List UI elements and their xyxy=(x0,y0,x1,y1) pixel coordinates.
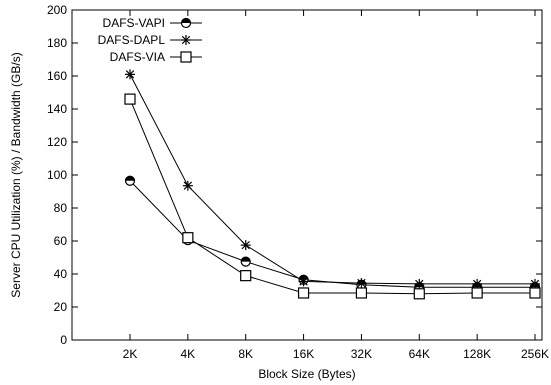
series-dafs-via xyxy=(124,93,541,300)
square-marker xyxy=(413,288,425,300)
y-axis-label: Server CPU Utilization (%) / Bandwidth (… xyxy=(9,52,23,297)
marker-stroke xyxy=(125,70,135,79)
series-layer xyxy=(124,69,541,300)
y-tick-label: 60 xyxy=(54,234,68,248)
x-tick-label: 4K xyxy=(181,347,196,361)
x-tick-label: 16K xyxy=(293,347,314,361)
x-tick-label: 256K xyxy=(521,347,549,361)
asterisk-marker xyxy=(472,278,483,289)
y-tick-label: 140 xyxy=(47,102,67,116)
series-line xyxy=(129,74,535,285)
marker-stroke xyxy=(530,279,540,289)
marker-stroke xyxy=(183,181,193,190)
marker-fill xyxy=(125,176,135,181)
y-tick-label: 40 xyxy=(54,267,68,281)
marker-stroke xyxy=(357,278,366,288)
y-tick-label: 0 xyxy=(60,333,67,347)
square-marker xyxy=(240,270,252,282)
asterisk-marker xyxy=(530,278,540,289)
marker-stroke xyxy=(241,240,250,250)
square-marker xyxy=(529,287,541,299)
half-circle-marker xyxy=(240,256,251,267)
square-marker xyxy=(182,232,194,244)
x-axis-label: Block Size (Bytes) xyxy=(258,367,355,381)
legend-label: DAFS-VAPI xyxy=(103,16,165,30)
legend-label: DAFS-VIA xyxy=(110,50,165,64)
y-tick-label: 20 xyxy=(54,300,68,314)
square-marker xyxy=(124,93,136,105)
x-tick-label: 2K xyxy=(123,347,138,361)
marker-stroke xyxy=(472,279,482,289)
y-tick-label: 120 xyxy=(47,135,67,149)
marker-stroke xyxy=(415,279,424,289)
asterisk-marker xyxy=(240,240,251,251)
asterisk-marker xyxy=(356,278,367,289)
legend: DAFS-VAPI DAFS-DAPL DAFS-VIA xyxy=(98,16,202,64)
asterisk-marker xyxy=(181,35,191,45)
y-tick-label: 200 xyxy=(47,3,67,17)
asterisk-marker xyxy=(182,180,193,191)
half-circle-marker xyxy=(180,17,192,29)
legend-label: DAFS-DAPL xyxy=(98,33,166,47)
square-marker xyxy=(297,287,310,299)
asterisk-marker xyxy=(414,278,425,289)
asterisk-marker xyxy=(298,276,309,287)
x-tick-label: 8K xyxy=(238,347,253,361)
series-line xyxy=(129,98,535,295)
square-marker xyxy=(180,51,192,63)
y-tick-label: 160 xyxy=(47,69,67,83)
y-tick-label: 180 xyxy=(47,36,67,50)
x-tick-label: 32K xyxy=(351,347,372,361)
asterisk-marker xyxy=(125,69,135,80)
x-tick-label: 128K xyxy=(463,347,491,361)
square-marker xyxy=(355,287,368,299)
marker-fill xyxy=(181,18,191,23)
marker-fill xyxy=(241,257,251,262)
x-axis: 2K 4K 8K 16K 32K 64K 128K 256K xyxy=(123,10,549,361)
series-dafs-dapl xyxy=(125,69,540,289)
half-circle-marker xyxy=(124,175,136,186)
marker-stroke xyxy=(181,35,191,45)
y-tick-label: 100 xyxy=(47,168,67,182)
marker-stroke xyxy=(299,277,308,286)
y-tick-label: 80 xyxy=(54,201,68,215)
square-marker xyxy=(471,287,483,299)
plot-frame xyxy=(71,9,543,341)
y-axis: 0 20 40 60 80 100 120 140 160 180 200 xyxy=(47,3,542,347)
x-tick-label: 64K xyxy=(409,347,430,361)
